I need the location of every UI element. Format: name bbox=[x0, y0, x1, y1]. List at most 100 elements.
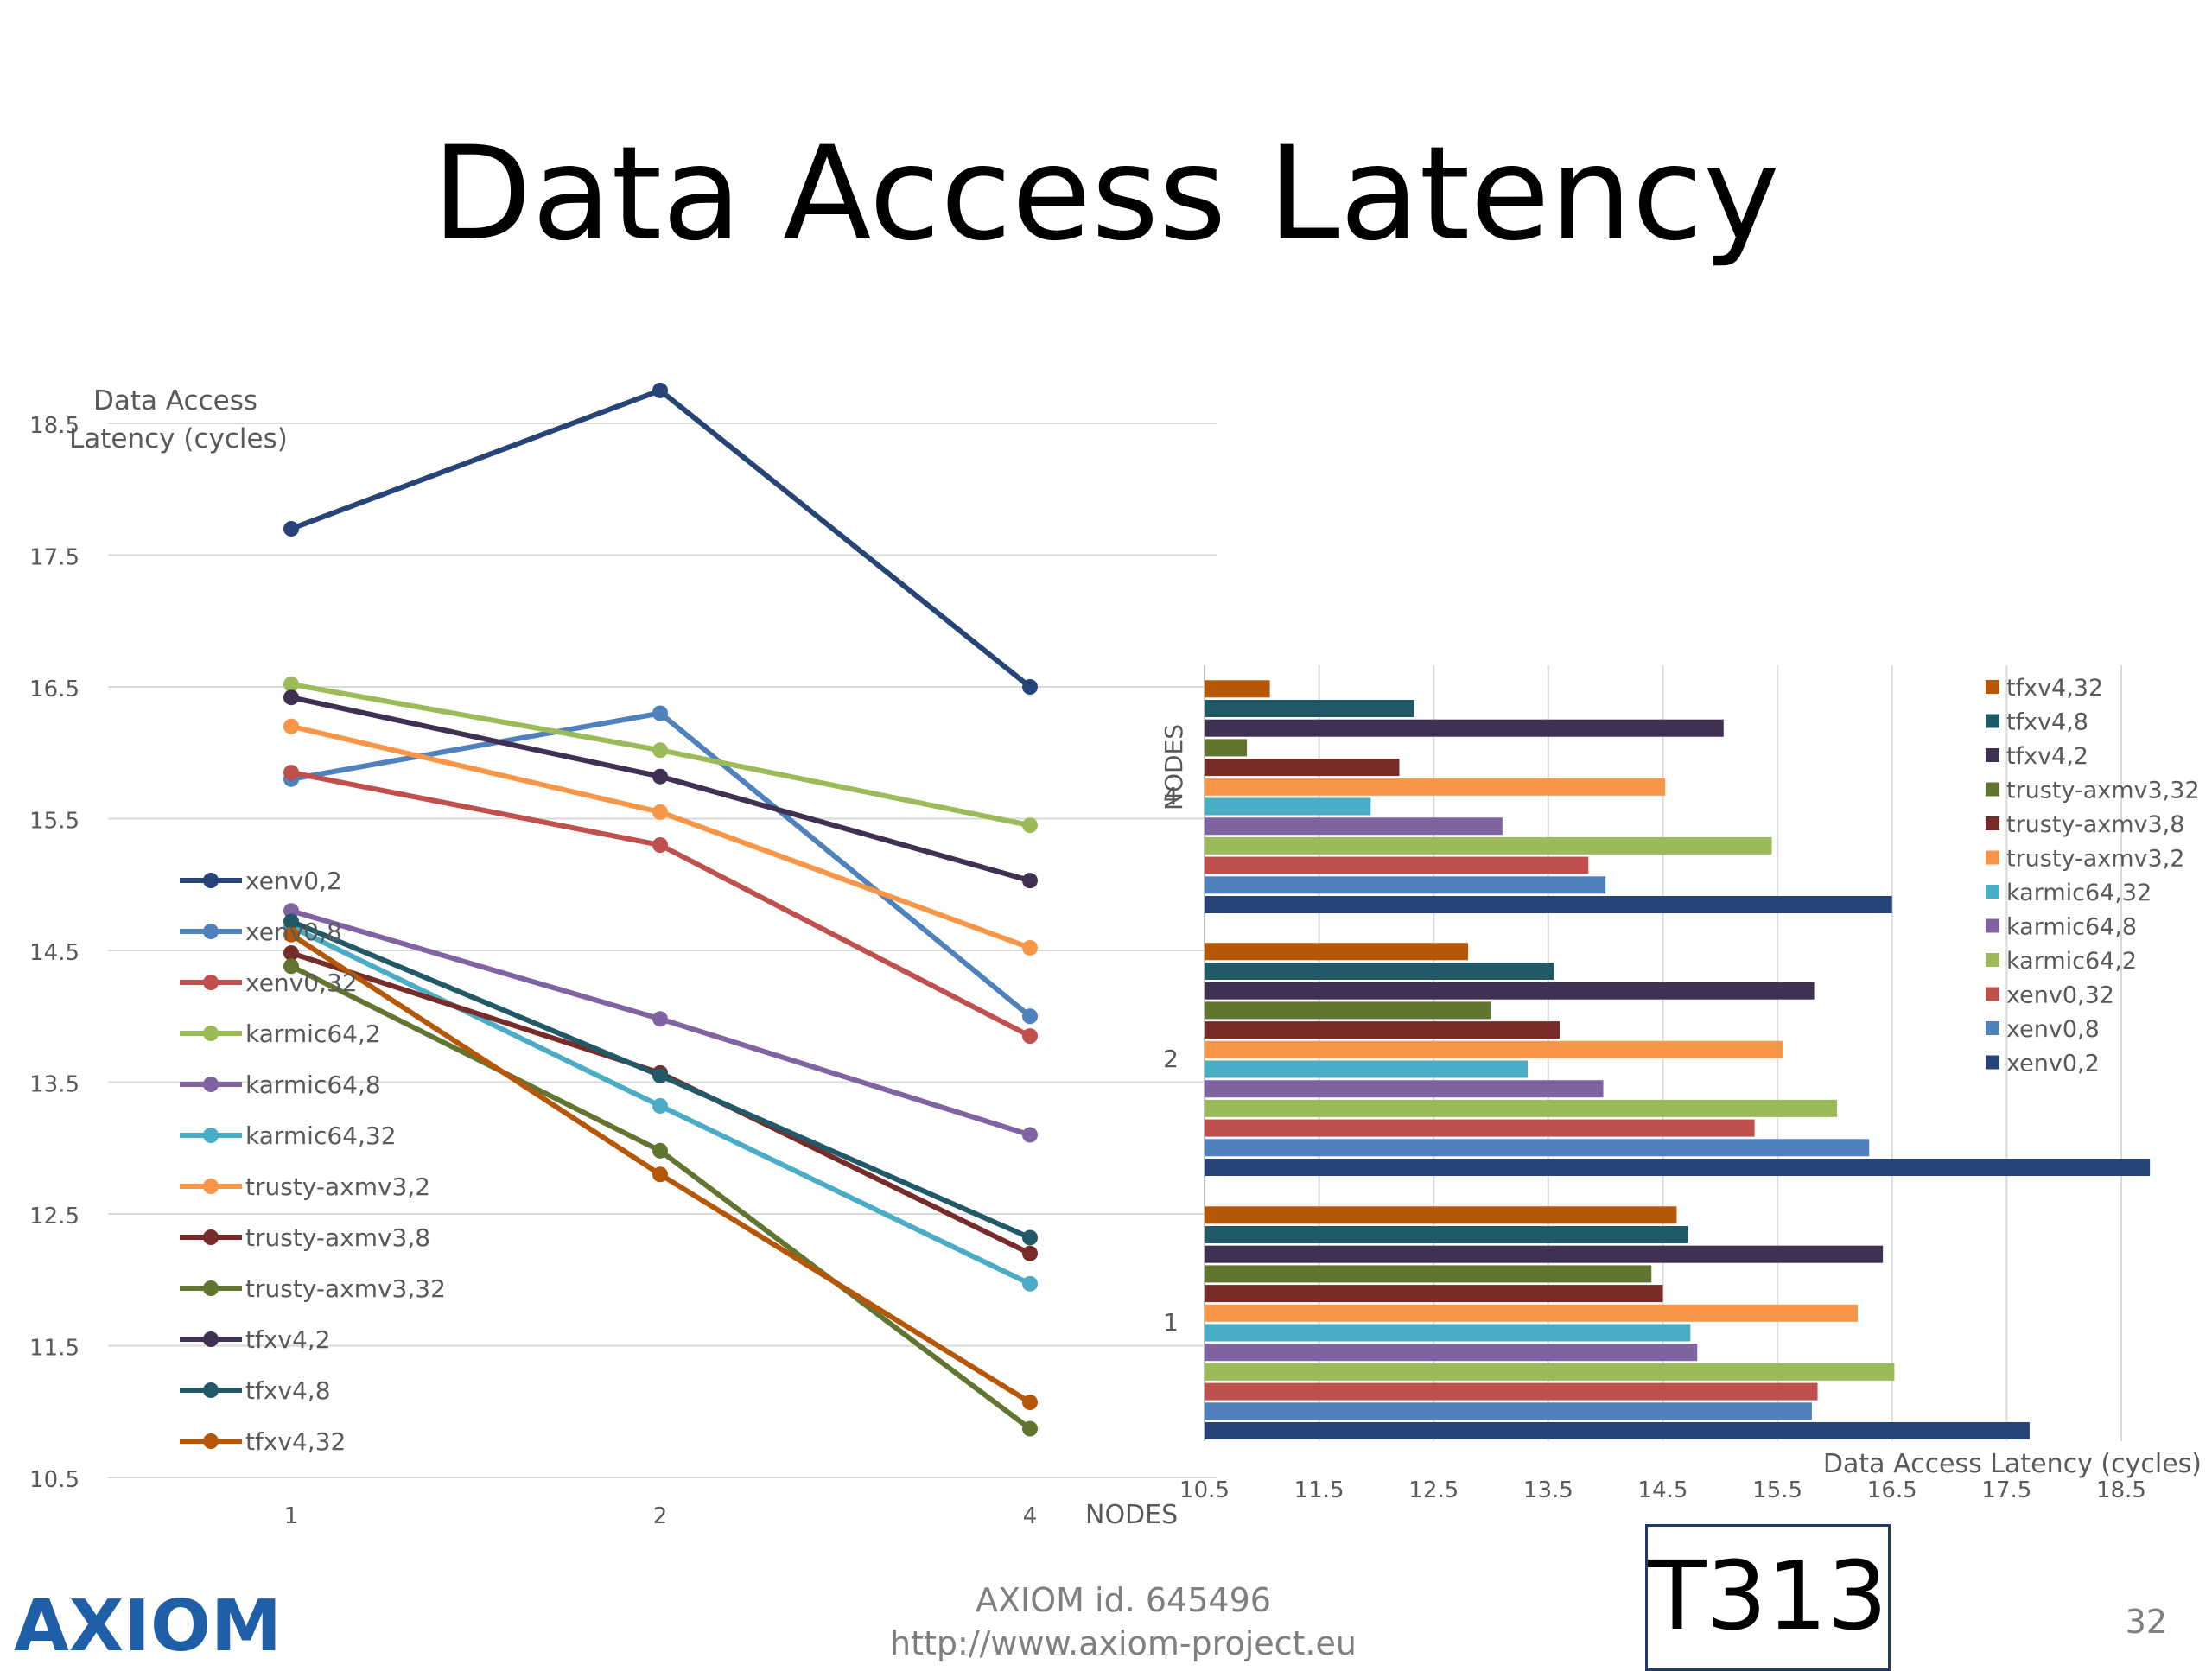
line-chart-legend-label: trusty-axmv3,2 bbox=[245, 1172, 430, 1201]
bar-chart-legend-label: trusty-axmv3,2 bbox=[2006, 846, 2184, 873]
line-chart-data-point bbox=[652, 382, 668, 398]
page-number: 32 bbox=[2125, 1603, 2167, 1641]
bar-chart-bar bbox=[1205, 1139, 1870, 1157]
line-chart-y-tick-label: 15.5 bbox=[29, 809, 79, 835]
bar-chart-bar bbox=[1205, 1060, 1529, 1078]
bar-chart-bar bbox=[1205, 943, 1469, 961]
bar-chart-category-labels: 1 2 4 bbox=[1163, 782, 1179, 1337]
bar-chart-legend-label: trusty-axmv3,8 bbox=[2006, 811, 2184, 838]
line-chart-y-tick-label: 16.5 bbox=[29, 677, 79, 702]
line-chart-y-axis-title: Latency (cycles) bbox=[69, 423, 288, 454]
bar-chart-x-tick-label: 12.5 bbox=[1408, 1477, 1459, 1503]
bar-chart-bar bbox=[1205, 759, 1400, 777]
line-chart-y-tick-label: 17.5 bbox=[29, 545, 79, 571]
bar-chart-bar bbox=[1205, 1040, 1783, 1058]
line-chart-legend-label: tfxv4,32 bbox=[245, 1427, 346, 1456]
line-chart-data-point bbox=[283, 689, 299, 706]
line-chart-legend: xenv0,2 xenv0,8 xenv0,32 karmic64,2 karmic64… bbox=[180, 867, 446, 1456]
line-chart-data-point bbox=[1022, 1245, 1038, 1261]
bar-chart-bar bbox=[1205, 1245, 1884, 1263]
line-chart-y-tick-label: 11.5 bbox=[29, 1336, 79, 1362]
line-chart-data-point bbox=[283, 958, 299, 975]
line-chart-y-tick-label: 13.5 bbox=[29, 1072, 79, 1098]
line-chart-legend-marker bbox=[203, 1331, 219, 1347]
bar-chart-bar bbox=[1205, 1344, 1698, 1362]
bar-chart-bar bbox=[1205, 1080, 1604, 1098]
line-chart-x-axis-title: NODES bbox=[1085, 1500, 1178, 1530]
line-chart-legend-label: karmic64,32 bbox=[245, 1121, 397, 1150]
bar-chart-bar bbox=[1205, 1324, 1691, 1342]
line-chart-y-tick-label: 10.5 bbox=[29, 1467, 79, 1493]
bar-chart-x-tick-label: 14.5 bbox=[1638, 1477, 1688, 1503]
bar-chart-bar bbox=[1205, 1021, 1560, 1039]
bar-chart-bar bbox=[1205, 1402, 1812, 1420]
line-chart-legend-marker bbox=[203, 1179, 219, 1194]
bar-chart-legend-swatch bbox=[1986, 918, 1999, 933]
line-chart-data-point bbox=[652, 705, 668, 721]
line-chart-legend-marker bbox=[203, 1128, 219, 1143]
line-chart-data-point bbox=[283, 765, 299, 781]
line-chart-series-line bbox=[290, 710, 1032, 1019]
bar-chart-bar bbox=[1205, 836, 1772, 855]
line-chart-data-point bbox=[1022, 939, 1038, 956]
line-chart-data-point bbox=[1022, 873, 1038, 889]
line-chart-legend-marker bbox=[203, 1077, 219, 1092]
bar-chart-x-tick-label: 17.5 bbox=[1981, 1477, 2031, 1503]
line-chart: 18.5 17.5 16.5 15.5 14.5 13.5 12.5 11.5 10.5 1 2 4… bbox=[29, 382, 1217, 1530]
axiom-logo: AXIOM bbox=[14, 1585, 282, 1659]
line-chart-legend-label: xenv0,2 bbox=[245, 867, 342, 895]
line-chart-data-point bbox=[283, 676, 299, 692]
line-chart-y-tick-label: 14.5 bbox=[29, 940, 79, 966]
line-chart-data-point bbox=[1022, 1028, 1038, 1045]
bar-chart-bar bbox=[1205, 1001, 1491, 1020]
bar-chart-legend-swatch bbox=[1986, 850, 1999, 865]
bar-chart-x-ticks: 10.5 11.5 12.5 13.5 14.5 15.5 16.5 17.5 18.5 bbox=[1179, 1477, 2146, 1503]
line-chart-legend-marker bbox=[203, 975, 219, 990]
bar-chart-bar bbox=[1205, 817, 1503, 836]
line-chart-data-point bbox=[1022, 1275, 1038, 1292]
bar-chart-legend-swatch bbox=[1986, 953, 1999, 967]
bar-chart-bar bbox=[1205, 797, 1371, 816]
bar-chart-bar bbox=[1205, 778, 1666, 796]
line-chart-series-line bbox=[289, 387, 1032, 689]
bar-chart: 10.5 11.5 12.5 13.5 14.5 15.5 16.5 17.5 18.5 1 2 4… bbox=[1160, 665, 2202, 1503]
line-chart-data-point bbox=[1022, 817, 1038, 834]
line-chart-data-point bbox=[283, 913, 299, 930]
bar-chart-bar bbox=[1205, 1422, 2030, 1439]
line-chart-data-point bbox=[1022, 679, 1038, 695]
line-chart-legend-label: karmic64,2 bbox=[245, 1020, 381, 1048]
bar-chart-bar bbox=[1205, 1265, 1652, 1283]
bar-chart-bar bbox=[1205, 1119, 1755, 1137]
line-chart-legend-label: tfxv4,8 bbox=[245, 1376, 331, 1405]
line-chart-data-point bbox=[652, 1067, 668, 1083]
slide-title: Data Access Latency bbox=[432, 119, 1780, 270]
line-chart-data-point bbox=[652, 768, 668, 785]
bar-chart-legend-swatch bbox=[1986, 1021, 1999, 1035]
bar-chart-legend-label: xenv0,2 bbox=[2006, 1051, 2100, 1077]
line-chart-data-point bbox=[1022, 1008, 1038, 1025]
bar-chart-x-axis-title: Data Access Latency (cycles) bbox=[1823, 1449, 2202, 1479]
bar-chart-bar bbox=[1205, 700, 1414, 717]
bar-chart-legend-label: tfxv4,2 bbox=[2006, 743, 2088, 770]
slide-code-box: T313 bbox=[1645, 1524, 1891, 1671]
bar-chart-bar bbox=[1205, 1226, 1688, 1243]
bar-chart-legend-swatch bbox=[1986, 714, 1999, 728]
bar-chart-legend-label: tfxv4,8 bbox=[2006, 709, 2088, 736]
bar-chart-legend-label: trusty-axmv3,32 bbox=[2006, 778, 2200, 804]
bar-chart-bar bbox=[1205, 982, 1815, 1000]
bar-chart-legend-swatch bbox=[1986, 782, 1999, 797]
bar-chart-bar bbox=[1205, 680, 1270, 698]
bar-chart-bar bbox=[1205, 856, 1589, 874]
line-chart-data-point bbox=[1022, 1229, 1038, 1246]
line-chart-legend-marker bbox=[203, 1026, 219, 1041]
line-chart-data-point bbox=[1022, 1395, 1038, 1411]
bar-chart-bar bbox=[1205, 1285, 1663, 1303]
bar-chart-y-axis-title: NODES bbox=[1160, 724, 1188, 810]
bar-chart-legend-label: karmic64,2 bbox=[2006, 948, 2137, 975]
line-chart-data-point bbox=[1022, 1420, 1038, 1437]
bar-chart-bar bbox=[1205, 1099, 1838, 1117]
line-chart-legend-label: trusty-axmv3,32 bbox=[245, 1274, 446, 1303]
footer-url-link[interactable]: http://www.axiom-project.eu bbox=[890, 1624, 1357, 1662]
line-chart-x-ticks: 1 2 4 bbox=[284, 1503, 1038, 1529]
line-chart-y-ticks: 18.5 17.5 16.5 15.5 14.5 13.5 12.5 11.5 10.5 bbox=[29, 413, 79, 1493]
